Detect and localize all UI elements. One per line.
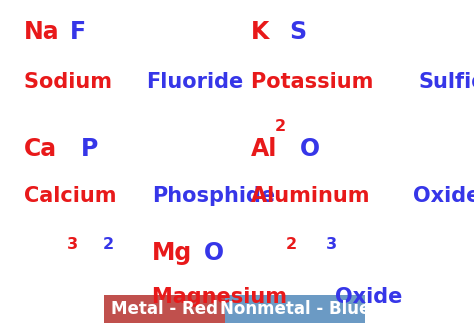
Text: K: K	[251, 20, 270, 44]
Text: S: S	[289, 20, 306, 44]
Text: P: P	[81, 137, 98, 161]
Text: Potassium: Potassium	[251, 72, 381, 92]
Text: 3: 3	[326, 237, 337, 252]
Text: O: O	[300, 137, 320, 161]
Text: Oxide: Oxide	[413, 186, 474, 206]
Text: Phosphide: Phosphide	[153, 186, 275, 206]
Text: Calcium: Calcium	[24, 186, 123, 206]
Text: Sulfide: Sulfide	[419, 72, 474, 92]
FancyBboxPatch shape	[225, 295, 365, 323]
Text: Ca: Ca	[24, 137, 57, 161]
Text: Magnesium: Magnesium	[152, 287, 294, 307]
Text: Oxide: Oxide	[335, 287, 402, 307]
Text: Fluoride: Fluoride	[146, 72, 244, 92]
Text: O: O	[204, 241, 224, 265]
Text: 2: 2	[103, 237, 114, 252]
Text: Aluminum: Aluminum	[251, 186, 377, 206]
FancyBboxPatch shape	[104, 295, 225, 323]
Text: Al: Al	[251, 137, 278, 161]
Text: Nonmetal - Blue: Nonmetal - Blue	[220, 300, 371, 318]
Text: Mg: Mg	[152, 241, 192, 265]
Text: F: F	[70, 20, 86, 44]
Text: Metal - Red: Metal - Red	[111, 300, 219, 318]
Text: 2: 2	[275, 119, 286, 134]
Text: Na: Na	[24, 20, 59, 44]
Text: Sodium: Sodium	[24, 72, 119, 92]
Text: 3: 3	[66, 237, 78, 252]
Text: 2: 2	[285, 237, 296, 252]
